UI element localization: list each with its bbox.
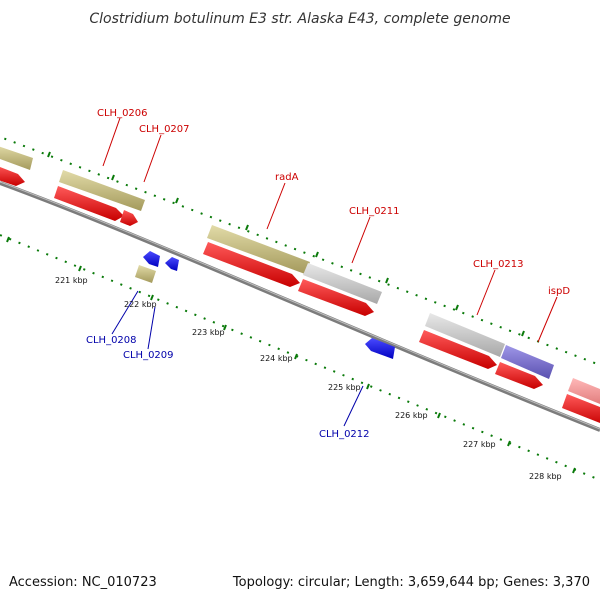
- cds-arrow[interactable]: [54, 186, 124, 221]
- category-features: [0, 145, 600, 406]
- cds-forward: [0, 165, 600, 425]
- cds-arrow[interactable]: [562, 394, 600, 425]
- accession-text: Accession: NC_010723: [9, 575, 157, 590]
- tick-label: 226 kbp: [395, 411, 428, 420]
- outer-tick-track: [0, 135, 600, 366]
- map-title: Clostridium botulinum E3 str. Alaska E43…: [89, 11, 510, 27]
- cds-reverse-arrow[interactable]: [165, 257, 179, 271]
- gene-labels: CLH_0206 CLH_0207 radA CLH_0211 CLH_0213…: [86, 108, 570, 440]
- feature-purple-ispD[interactable]: [501, 345, 554, 379]
- cds-reverse: [143, 251, 395, 359]
- tick-label: 225 kbp: [328, 383, 361, 392]
- feature-pink[interactable]: [568, 378, 600, 406]
- genome-backbone: [0, 181, 600, 432]
- feature-gray-0211[interactable]: [303, 263, 382, 304]
- gene-label-CLH_0211[interactable]: CLH_0211: [349, 206, 400, 217]
- feature-olive-2[interactable]: [59, 170, 145, 211]
- tick-label: 228 kbp: [529, 472, 562, 481]
- tick-label: 227 kbp: [463, 440, 496, 449]
- gene-label-CLH_0207[interactable]: CLH_0207: [139, 124, 190, 135]
- feature-olive-1[interactable]: [0, 145, 33, 170]
- cds-arrow[interactable]: [495, 362, 543, 389]
- tick-label: 221 kbp: [55, 276, 88, 285]
- cds-reverse-arrow[interactable]: [143, 251, 160, 267]
- cds-arrow[interactable]: [0, 165, 25, 186]
- inner-major-ticks: [6, 236, 576, 474]
- tick-labels: 221 kbp 222 kbp 223 kbp 224 kbp 225 kbp …: [55, 276, 562, 481]
- cds-reverse-arrow[interactable]: [365, 338, 395, 359]
- cds-arrow[interactable]: [419, 330, 497, 369]
- tick-label: 224 kbp: [260, 354, 293, 363]
- label-leaders: [102, 117, 558, 427]
- gene-label-CLH_0213[interactable]: CLH_0213: [473, 259, 524, 270]
- cds-arrow[interactable]: [203, 242, 300, 287]
- feature-gray-0213[interactable]: [425, 313, 505, 357]
- feature-olive-small[interactable]: [135, 265, 156, 283]
- tick-label: 223 kbp: [192, 328, 225, 337]
- cds-arrow[interactable]: [298, 279, 374, 316]
- gene-label-CLH_0212[interactable]: CLH_0212: [319, 429, 370, 440]
- inner-tick-track: [0, 234, 600, 481]
- gene-label-ispD[interactable]: ispD: [548, 286, 570, 297]
- gene-label-radA[interactable]: radA: [275, 172, 299, 183]
- tick-label: 222 kbp: [124, 300, 157, 309]
- cds-arrow[interactable]: [120, 210, 138, 226]
- feature-olive-radA[interactable]: [207, 225, 310, 274]
- gene-label-CLH_0208[interactable]: CLH_0208: [86, 335, 137, 346]
- genome-summary-text: Topology: circular; Length: 3,659,644 bp…: [232, 575, 590, 590]
- gene-label-CLH_0209[interactable]: CLH_0209: [123, 350, 174, 361]
- gene-label-CLH_0206[interactable]: CLH_0206: [97, 108, 148, 119]
- outer-major-ticks: [47, 151, 525, 337]
